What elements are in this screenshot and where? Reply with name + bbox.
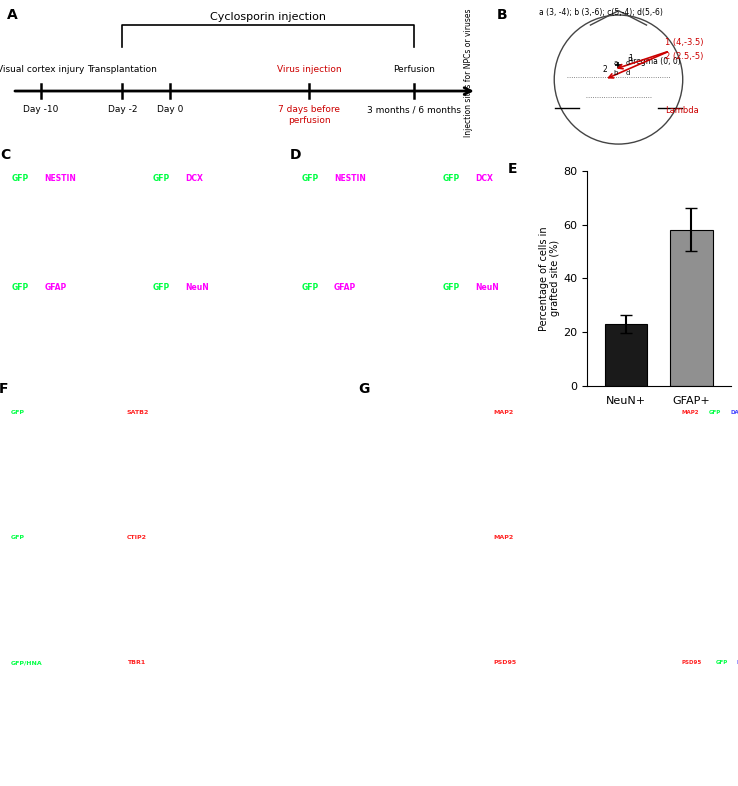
Text: GFP SATB2 DAPI: GFP SATB2 DAPI — [243, 410, 300, 415]
Text: Day -2: Day -2 — [108, 105, 137, 115]
Y-axis label: Percentage of cells in
grafted site (%): Percentage of cells in grafted site (%) — [539, 226, 560, 331]
Text: GFP: GFP — [709, 410, 721, 415]
Text: GFP CTIP2 DAPI: GFP CTIP2 DAPI — [243, 535, 298, 540]
Text: Synapsin 1: Synapsin 1 — [615, 410, 649, 415]
Text: DCX: DCX — [475, 174, 493, 183]
Text: Bregma (0, 0): Bregma (0, 0) — [628, 57, 680, 66]
Text: MAP2: MAP2 — [493, 535, 513, 540]
Text: F: F — [0, 381, 8, 395]
Text: G: G — [358, 381, 369, 395]
Text: CTIP2: CTIP2 — [127, 535, 147, 540]
Text: Synapsin 1: Synapsin 1 — [615, 660, 649, 666]
Text: DAPI: DAPI — [730, 410, 738, 415]
Text: DCX: DCX — [186, 174, 204, 183]
Text: Lambda: Lambda — [665, 105, 699, 115]
Text: PSD95: PSD95 — [682, 660, 702, 666]
Text: NeuN: NeuN — [475, 282, 499, 292]
Bar — [670, 230, 713, 386]
Text: C: C — [1, 149, 10, 162]
Text: GFP/HNA: GFP/HNA — [11, 660, 43, 666]
Text: GFAP: GFAP — [44, 282, 66, 292]
Text: GFP: GFP — [153, 282, 170, 292]
Text: GFP: GFP — [301, 282, 319, 292]
Text: Synapsin 1: Synapsin 1 — [371, 410, 410, 415]
Text: GFP: GFP — [301, 174, 319, 183]
Text: E: E — [508, 162, 517, 176]
Text: PSD95 MAP2 GFP DAPI: PSD95 MAP2 GFP DAPI — [615, 535, 696, 540]
Text: DAPI: DAPI — [737, 660, 738, 666]
Text: PSD95: PSD95 — [493, 660, 516, 666]
Text: Virus injection: Virus injection — [277, 64, 342, 74]
Text: GFAP: GFAP — [334, 282, 356, 292]
Text: a (3, -4); b (3,-6); c(5,-4); d(5,-6): a (3, -4); b (3,-6); c(5,-4); d(5,-6) — [539, 8, 663, 17]
Text: Synapsin 1: Synapsin 1 — [371, 660, 410, 666]
Text: GFP: GFP — [12, 282, 29, 292]
Text: NESTIN: NESTIN — [334, 174, 366, 183]
Text: Cyclosporin injection: Cyclosporin injection — [210, 13, 326, 22]
Text: A: A — [7, 8, 18, 22]
Text: Perfusion: Perfusion — [393, 64, 435, 74]
Text: GFP: GFP — [11, 535, 25, 540]
Text: MAP2: MAP2 — [682, 410, 699, 415]
Text: a: a — [614, 61, 618, 66]
Text: NeuN: NeuN — [186, 282, 210, 292]
Text: SATB2: SATB2 — [127, 410, 149, 415]
Text: 3 months / 6 months: 3 months / 6 months — [368, 105, 461, 115]
Text: GFP: GFP — [11, 410, 25, 415]
Text: B: B — [497, 8, 508, 22]
Text: Visual cortex injury: Visual cortex injury — [0, 64, 85, 74]
Text: NESTIN: NESTIN — [44, 174, 76, 183]
Text: GFP/HNA TBR1 DAPI: GFP/HNA TBR1 DAPI — [243, 660, 314, 666]
Text: MAP2: MAP2 — [493, 410, 513, 415]
Text: Day 0: Day 0 — [157, 105, 184, 115]
Text: c: c — [626, 61, 630, 66]
Text: d: d — [626, 70, 630, 76]
Text: Day -10: Day -10 — [23, 105, 58, 115]
Text: Transplantation: Transplantation — [87, 64, 157, 74]
Text: 2: 2 — [602, 65, 607, 75]
Text: Injection sites for NPCs or viruses: Injection sites for NPCs or viruses — [464, 8, 474, 137]
Text: GFP: GFP — [716, 660, 728, 666]
Text: TBR1: TBR1 — [127, 660, 145, 666]
Text: D: D — [290, 149, 302, 162]
Text: 1: 1 — [628, 54, 632, 63]
Text: PSD95+: PSD95+ — [371, 535, 399, 540]
Text: 1 (4,-3.5): 1 (4,-3.5) — [665, 39, 704, 47]
Text: 7 days before
perfusion: 7 days before perfusion — [278, 105, 340, 125]
Bar — [605, 324, 647, 386]
Text: 2 (2.5,-5): 2 (2.5,-5) — [665, 53, 703, 61]
Text: GFP: GFP — [12, 174, 29, 183]
Text: GFP: GFP — [443, 174, 460, 183]
Text: b: b — [614, 70, 618, 76]
Text: GFP: GFP — [443, 282, 460, 292]
Text: GFP: GFP — [153, 174, 170, 183]
